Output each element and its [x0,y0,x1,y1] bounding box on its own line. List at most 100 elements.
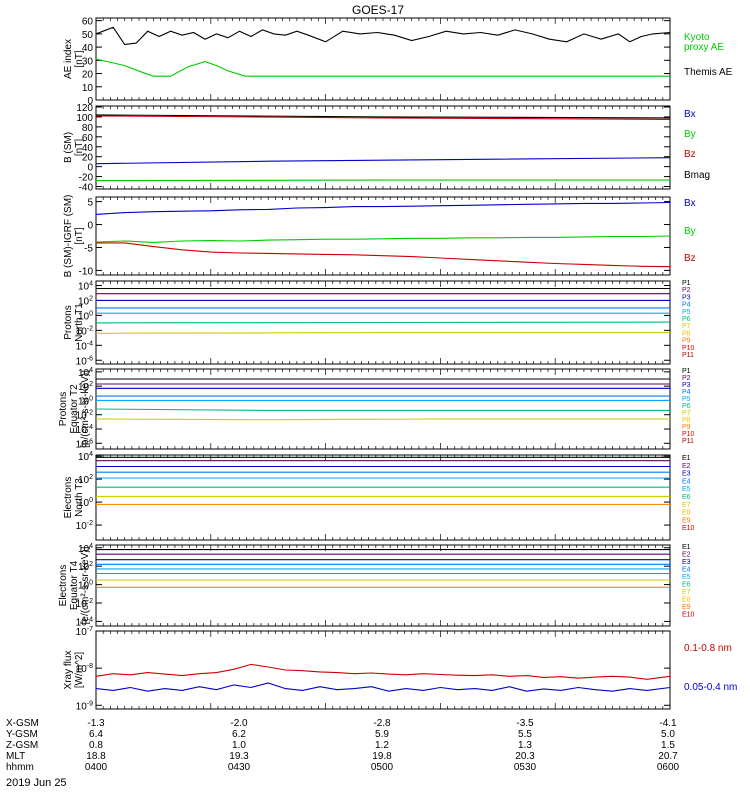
legend-entry-line: P8 [682,330,691,337]
legend-entry-p3: P3 [682,294,691,301]
legend-entry-line: Bz [684,149,696,160]
y-axis-label-line: North T1 [74,303,85,342]
x-axis-value: 19.3 [229,751,249,762]
legend-entry-line: P11 [682,352,694,359]
legend-entry-line: P8 [682,417,691,424]
series-line-themis-ae [96,26,670,46]
legend-entry-line: P6 [682,403,691,410]
y-axis-label-line: Electrons [58,565,69,607]
legend-entry-bx: Bx [684,198,696,209]
legend-entry-kyoto-proxy-ae: Kyoto proxy AE [684,32,724,53]
y-axis-label-line: [p/(cm²-s-sr-keV)] [80,370,91,448]
legend-entry-line: E5 [682,486,691,493]
tick-exponent: -2 [87,598,93,605]
legend-entry-line: P3 [682,382,691,389]
legend-entry-line: P6 [682,316,691,323]
tick-exponent: -6 [87,438,93,445]
date-label: 2019 Jun 25 [6,777,67,789]
plot-title: GOES-17 [352,3,404,17]
tick-exponent: 2 [89,381,93,388]
legend-entry-p7: P7 [682,410,691,417]
legend-entry-line: P4 [682,302,691,309]
y-axis-label: Xray flux[W/m^2] [63,651,85,690]
x-axis-value: 0430 [228,762,251,773]
series-line-0-05-0-4-nm [96,682,670,692]
x-axis-value: 18.8 [86,751,106,762]
y-axis-label-line: B (SM)-IGRF (SM) [63,195,74,278]
legend-entry-line: E5 [682,574,691,581]
legend-entry-line: E4 [682,567,691,574]
tick-exponent: -2 [87,325,93,332]
legend-entry-themis-ae: Themis AE [684,67,733,78]
legend-entry-line: Bz [684,253,696,264]
tick-exponent: 2 [89,295,93,302]
legend-entry-bmag: Bmag [684,170,710,181]
tick-exponent: 4 [89,451,93,458]
legend-entry-line: E1 [682,455,691,462]
series-line-p6 [96,321,670,324]
panel-frame [95,196,671,276]
legend-entry-line: P3 [682,294,691,301]
legend-entry-e5: E5 [682,574,691,581]
y-tick-label: 80 [82,123,94,134]
legend-entry-e1: E1 [682,455,691,462]
legend-entry-p8: P8 [682,330,691,337]
y-axis-label-line: Electrons [63,477,74,519]
legend-entry-p5: P5 [682,396,691,403]
y-tick-label: 120 [76,103,93,114]
legend-entry-e10: E10 [682,525,695,532]
legend-entry-line: P9 [682,424,691,431]
legend-entry-p9: P9 [682,424,691,431]
legend-entry-p1: P1 [682,280,691,287]
legend-entry-bz: Bz [684,253,696,264]
y-tick-label: 10-7 [76,626,93,638]
y-axis-label-line: [W/m^2] [74,652,85,689]
legend-entry-line: E6 [682,582,691,589]
y-axis-label-line: [nT] [74,139,85,156]
x-axis-value: 6.2 [232,729,246,740]
x-axis-value: 6.4 [89,729,103,740]
legend-entry-e8: E8 [682,597,691,604]
x-axis-row-label: MLT [6,751,25,762]
x-axis-value: 5.0 [661,729,675,740]
legend-entry-0-05-0-4-nm: 0.05-0.4 nm [684,682,737,693]
tick-exponent: -4 [87,340,93,347]
y-axis-label-line: Protons [58,392,69,426]
tick-exponent: 4 [89,280,93,287]
legend-entry-line: By [684,226,696,237]
series-line-bz [96,242,670,268]
legend-entry-e4: E4 [682,478,691,485]
x-axis-value: 19.8 [372,751,392,762]
tick-exponent: 4 [89,367,93,374]
x-axis-value: 0530 [514,762,537,773]
series-line-bx [96,201,670,215]
tick-exponent: 2 [89,474,93,481]
y-axis-label: ProtonsEquator T2[p/(cm²-s-sr-keV)] [58,370,91,448]
x-axis-value: 0400 [85,762,108,773]
legend-entry-line: E9 [682,517,691,524]
legend-entry-by: By [684,129,696,140]
legend-entry-e8: E8 [682,510,691,517]
legend-entry-line: E7 [682,589,691,596]
y-axis-label-line: [nT] [74,50,85,67]
legend-entry-line: proxy AE [684,42,724,53]
x-axis-value: -3.5 [516,718,534,729]
panel-frame [95,544,671,627]
y-axis-label-line: AE index [63,39,74,79]
y-axis-label-line: Xray flux [63,651,74,690]
legend-entry-line: P10 [682,345,695,352]
y-tick-label: 60 [82,17,94,28]
x-axis-value: 1.0 [232,740,246,751]
legend-entry-line: P7 [682,323,691,330]
tick-exponent: -9 [87,700,93,707]
legend-entry-p3: P3 [682,382,691,389]
panel-frame [95,368,671,450]
legend-entry-line: P9 [682,338,691,345]
legend-entry-line: P4 [682,389,691,396]
x-axis-value: 0.8 [89,740,103,751]
legend-entry-e10: E10 [682,612,695,619]
